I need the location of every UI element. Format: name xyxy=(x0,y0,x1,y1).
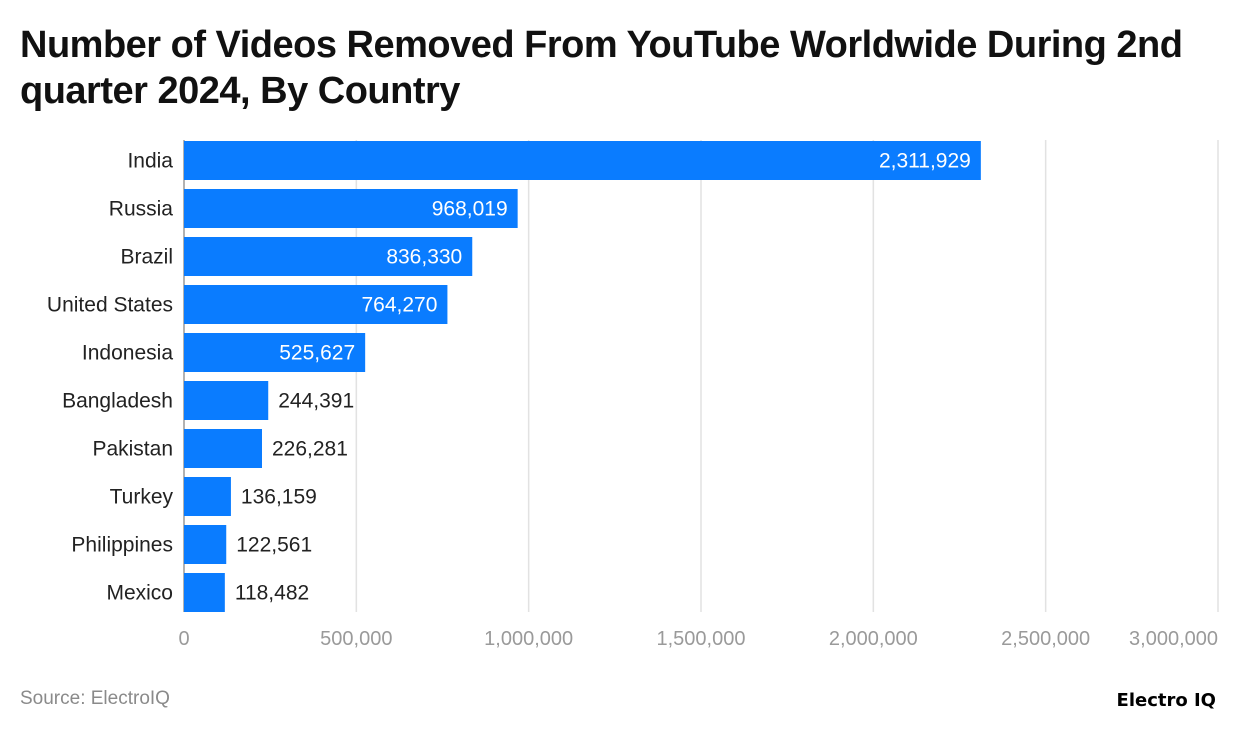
category-label: Turkey xyxy=(110,486,174,509)
category-label: Mexico xyxy=(106,582,173,605)
category-label: United States xyxy=(47,294,173,317)
data-label: 764,270 xyxy=(361,294,437,317)
chart-title: Number of Videos Removed From YouTube Wo… xyxy=(20,24,1183,112)
data-label: 122,561 xyxy=(236,534,312,557)
data-label: 118,482 xyxy=(235,582,309,605)
category-label: Bangladesh xyxy=(62,390,173,413)
x-tick-label: 0 xyxy=(178,628,189,650)
data-label: 968,019 xyxy=(432,198,508,221)
bar xyxy=(184,429,262,468)
bar xyxy=(184,333,366,372)
x-tick-label: 1,000,000 xyxy=(484,628,573,650)
x-tick-label: 500,000 xyxy=(320,628,392,650)
bar xyxy=(184,381,269,420)
category-label: Indonesia xyxy=(82,342,173,365)
data-label: 244,391 xyxy=(278,390,354,413)
bar xyxy=(184,477,231,516)
x-tick-label: 2,500,000 xyxy=(1001,628,1090,650)
bar xyxy=(184,141,981,180)
data-label: 226,281 xyxy=(272,438,348,461)
data-label: 836,330 xyxy=(386,246,462,269)
x-tick-label: 2,000,000 xyxy=(829,628,918,650)
source-note: Source: ElectroIQ xyxy=(20,688,170,709)
category-label: Russia xyxy=(109,198,174,221)
bar xyxy=(184,237,473,276)
electroiq-logo: Electro IQ xyxy=(1116,690,1216,711)
bar xyxy=(184,189,518,228)
category-label: Pakistan xyxy=(92,438,173,461)
bar xyxy=(184,573,225,612)
bar xyxy=(184,285,448,324)
category-label: India xyxy=(127,150,173,173)
data-label: 2,311,929 xyxy=(879,150,971,173)
data-label: 136,159 xyxy=(241,486,317,509)
bar xyxy=(184,525,227,564)
category-label: Philippines xyxy=(71,534,173,557)
category-label: Brazil xyxy=(120,246,173,269)
data-label: 525,627 xyxy=(279,342,355,365)
x-tick-label: 3,000,000 xyxy=(1129,628,1218,650)
x-tick-label: 1,500,000 xyxy=(657,628,746,650)
